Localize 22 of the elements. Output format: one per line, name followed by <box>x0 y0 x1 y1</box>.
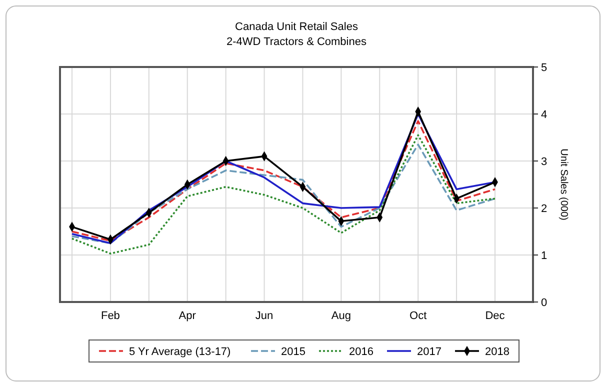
x-tick-label: Feb <box>100 310 120 322</box>
x-tick-label: Jun <box>255 310 274 322</box>
legend-label: 2016 <box>349 346 374 358</box>
legend-label: 2018 <box>485 346 510 358</box>
chart-subtitle: 2-4WD Tractors & Combines <box>226 36 367 48</box>
x-tick-label: Apr <box>178 310 196 322</box>
x-tick-label: Dec <box>485 310 506 322</box>
y-tick-label: 1 <box>541 250 548 262</box>
line-series <box>71 144 496 244</box>
legend-label: 2015 <box>281 346 306 358</box>
line-series <box>71 134 496 254</box>
y-axis-title: Unit Sales (000) <box>558 148 569 220</box>
y-tick-label: 3 <box>541 156 548 168</box>
legend-label: 2017 <box>417 346 442 358</box>
y-tick-label: 0 <box>541 297 548 309</box>
y-tick-label: 2 <box>541 203 548 215</box>
y-tick-label: 4 <box>541 109 548 121</box>
chart-title: Canada Unit Retail Sales <box>235 21 358 33</box>
legend-label: 5 Yr Average (13-17) <box>129 346 231 358</box>
x-tick-label: Aug <box>331 310 351 322</box>
x-tick-label: Oct <box>410 310 427 322</box>
y-tick-label: 5 <box>541 62 548 74</box>
